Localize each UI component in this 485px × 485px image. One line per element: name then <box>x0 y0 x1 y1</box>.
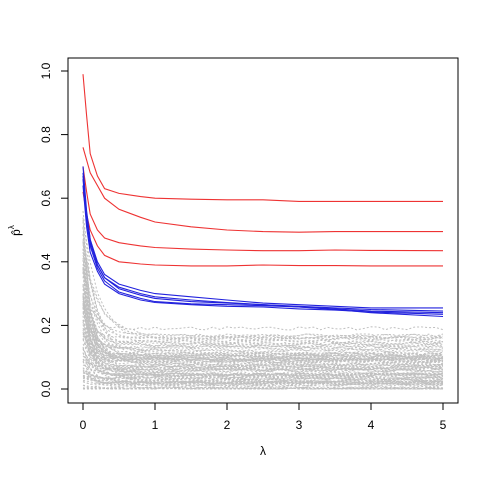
red-series-line <box>82 191 443 267</box>
background-series-line <box>82 271 444 345</box>
x-tick-label: 4 <box>368 418 375 432</box>
x-tick-label: 5 <box>440 418 447 432</box>
background-series-line <box>82 376 444 384</box>
background-series-line <box>82 302 444 348</box>
background-series-line <box>82 221 444 356</box>
background-series-line <box>82 244 444 341</box>
red-series-line <box>82 147 443 233</box>
red-series-line <box>82 166 444 252</box>
background-series-line <box>82 252 444 346</box>
background-series-line <box>82 211 444 341</box>
background-series-line <box>83 386 444 390</box>
background-series-line <box>82 324 444 369</box>
y-axis-title-base: p̂ <box>9 229 23 236</box>
background-series-line <box>82 226 444 352</box>
background-series-line <box>82 239 444 361</box>
background-series-line <box>82 303 444 362</box>
background-series-line <box>82 367 444 379</box>
highlight-series-group <box>82 74 444 318</box>
background-series-line <box>82 369 444 387</box>
background-series-line <box>82 267 444 362</box>
background-series-line <box>82 381 444 387</box>
background-series-line <box>82 285 444 353</box>
background-series-line <box>82 303 444 366</box>
background-series-line <box>82 349 444 371</box>
blue-series-line <box>82 166 443 309</box>
background-series-line <box>82 263 444 331</box>
x-tick-label: 0 <box>80 418 87 432</box>
background-series-line <box>82 241 444 369</box>
background-series-line <box>82 337 444 372</box>
background-series-group <box>82 211 444 390</box>
background-series-line <box>82 283 444 357</box>
background-series-line <box>82 227 444 360</box>
y-tick-label: 0.4 <box>39 253 53 270</box>
background-series-line <box>82 233 444 357</box>
background-series-line <box>82 268 444 367</box>
blue-series-line <box>82 175 444 312</box>
background-series-line <box>82 271 444 373</box>
background-series-line <box>82 272 444 367</box>
y-tick-label: 0.0 <box>39 380 53 397</box>
background-series-line <box>82 332 444 381</box>
background-series-line <box>82 353 444 386</box>
blue-series-line <box>82 172 444 318</box>
y-tick-label: 0.8 <box>39 126 53 143</box>
x-axis: 0 1 2 3 4 5 <box>80 402 447 432</box>
x-tick-label: 3 <box>296 418 303 432</box>
y-axis-title-superscript: λ <box>7 225 16 229</box>
blue-series-line <box>82 185 444 315</box>
background-series-line <box>82 307 444 378</box>
background-series-line <box>82 298 444 364</box>
background-series-line <box>82 248 444 362</box>
background-series-line <box>82 272 444 349</box>
y-tick-label: 0.6 <box>39 190 53 207</box>
y-axis-title: p̂λ <box>7 225 23 236</box>
y-axis: 0.0 0.2 0.4 0.6 0.8 1.0 <box>39 62 69 397</box>
background-series-line <box>82 343 444 370</box>
background-series-line <box>82 379 444 386</box>
x-tick-label: 1 <box>152 418 159 432</box>
background-series-line <box>82 296 444 338</box>
y-tick-label: 1.0 <box>39 62 53 79</box>
x-tick-label: 2 <box>224 418 231 432</box>
background-series-line <box>82 254 444 338</box>
background-series-line <box>82 294 444 347</box>
background-series-line <box>82 219 444 340</box>
y-tick-label: 0.2 <box>39 317 53 334</box>
background-series-line <box>82 312 444 350</box>
x-axis-title: λ <box>260 444 266 458</box>
red-series-line <box>82 74 443 202</box>
background-series-line <box>82 276 444 359</box>
background-series-line <box>82 358 444 378</box>
background-series-line <box>82 321 444 364</box>
background-series-line <box>82 338 444 377</box>
